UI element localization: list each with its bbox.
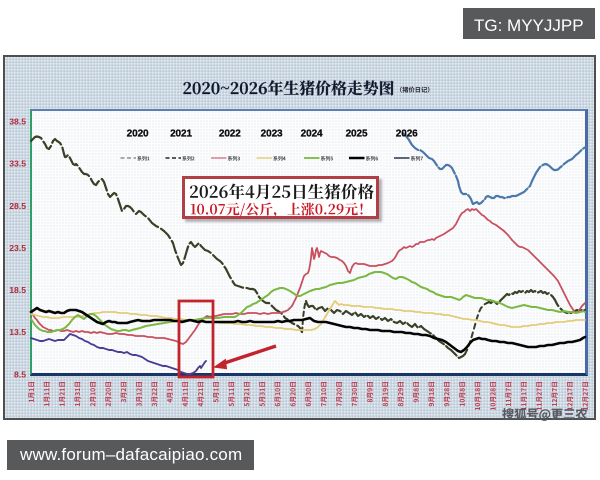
svg-text:33.5: 33.5 [9, 159, 26, 169]
svg-text:2023: 2023 [261, 129, 283, 140]
svg-text:2025: 2025 [346, 129, 368, 140]
svg-text:2020: 2020 [127, 129, 149, 140]
svg-text:23.5: 23.5 [9, 243, 26, 253]
svg-text:2026: 2026 [396, 129, 418, 140]
svg-text:38.5: 38.5 [9, 117, 26, 127]
svg-text:2021: 2021 [170, 129, 192, 140]
svg-text:8.5: 8.5 [14, 369, 26, 379]
svg-text:28.5: 28.5 [9, 201, 26, 211]
svg-text:2024: 2024 [301, 129, 323, 140]
svg-text:18.5: 18.5 [9, 285, 26, 295]
svg-text:13.5: 13.5 [9, 327, 26, 337]
svg-text:2022: 2022 [219, 129, 241, 140]
